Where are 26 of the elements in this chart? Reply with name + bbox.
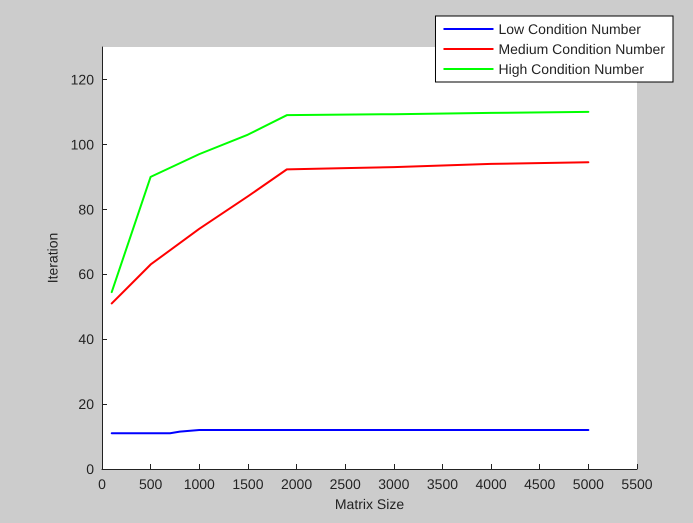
x-tick-label: 1500: [232, 476, 264, 492]
y-tick-label: 100: [70, 136, 94, 152]
line-series: [110, 110, 590, 294]
legend-label: Medium Condition Number: [498, 41, 666, 57]
x-tick-label: 500: [138, 476, 163, 492]
legend-label: Low Condition Number: [498, 21, 642, 37]
y-tick-label: 120: [70, 71, 94, 88]
y-axis-title: Iteration: [44, 232, 61, 284]
x-tick-label: 5500: [621, 476, 653, 492]
x-tick-label: 2000: [280, 476, 312, 492]
legend-label: High Condition Number: [498, 61, 644, 77]
y-tick-label: 0: [86, 461, 94, 477]
y-tick-label: 80: [78, 201, 94, 218]
y-tick-label: 20: [78, 396, 94, 412]
x-tick-label: 0: [98, 476, 106, 492]
x-tick-label: 3500: [426, 476, 458, 492]
x-tick-label: 4000: [476, 476, 507, 492]
x-tick-label: 5000: [572, 476, 604, 492]
y-tick-label: 40: [78, 331, 94, 348]
y-tick-label: 60: [78, 266, 94, 282]
x-axis-title: Matrix Size: [334, 496, 404, 512]
x-tick-label: 2500: [330, 476, 361, 492]
x-tick-label: 1000: [184, 476, 216, 492]
x-tick-label: 3000: [378, 476, 410, 492]
line-series: [110, 161, 590, 304]
x-tick-label: 4500: [524, 476, 556, 492]
